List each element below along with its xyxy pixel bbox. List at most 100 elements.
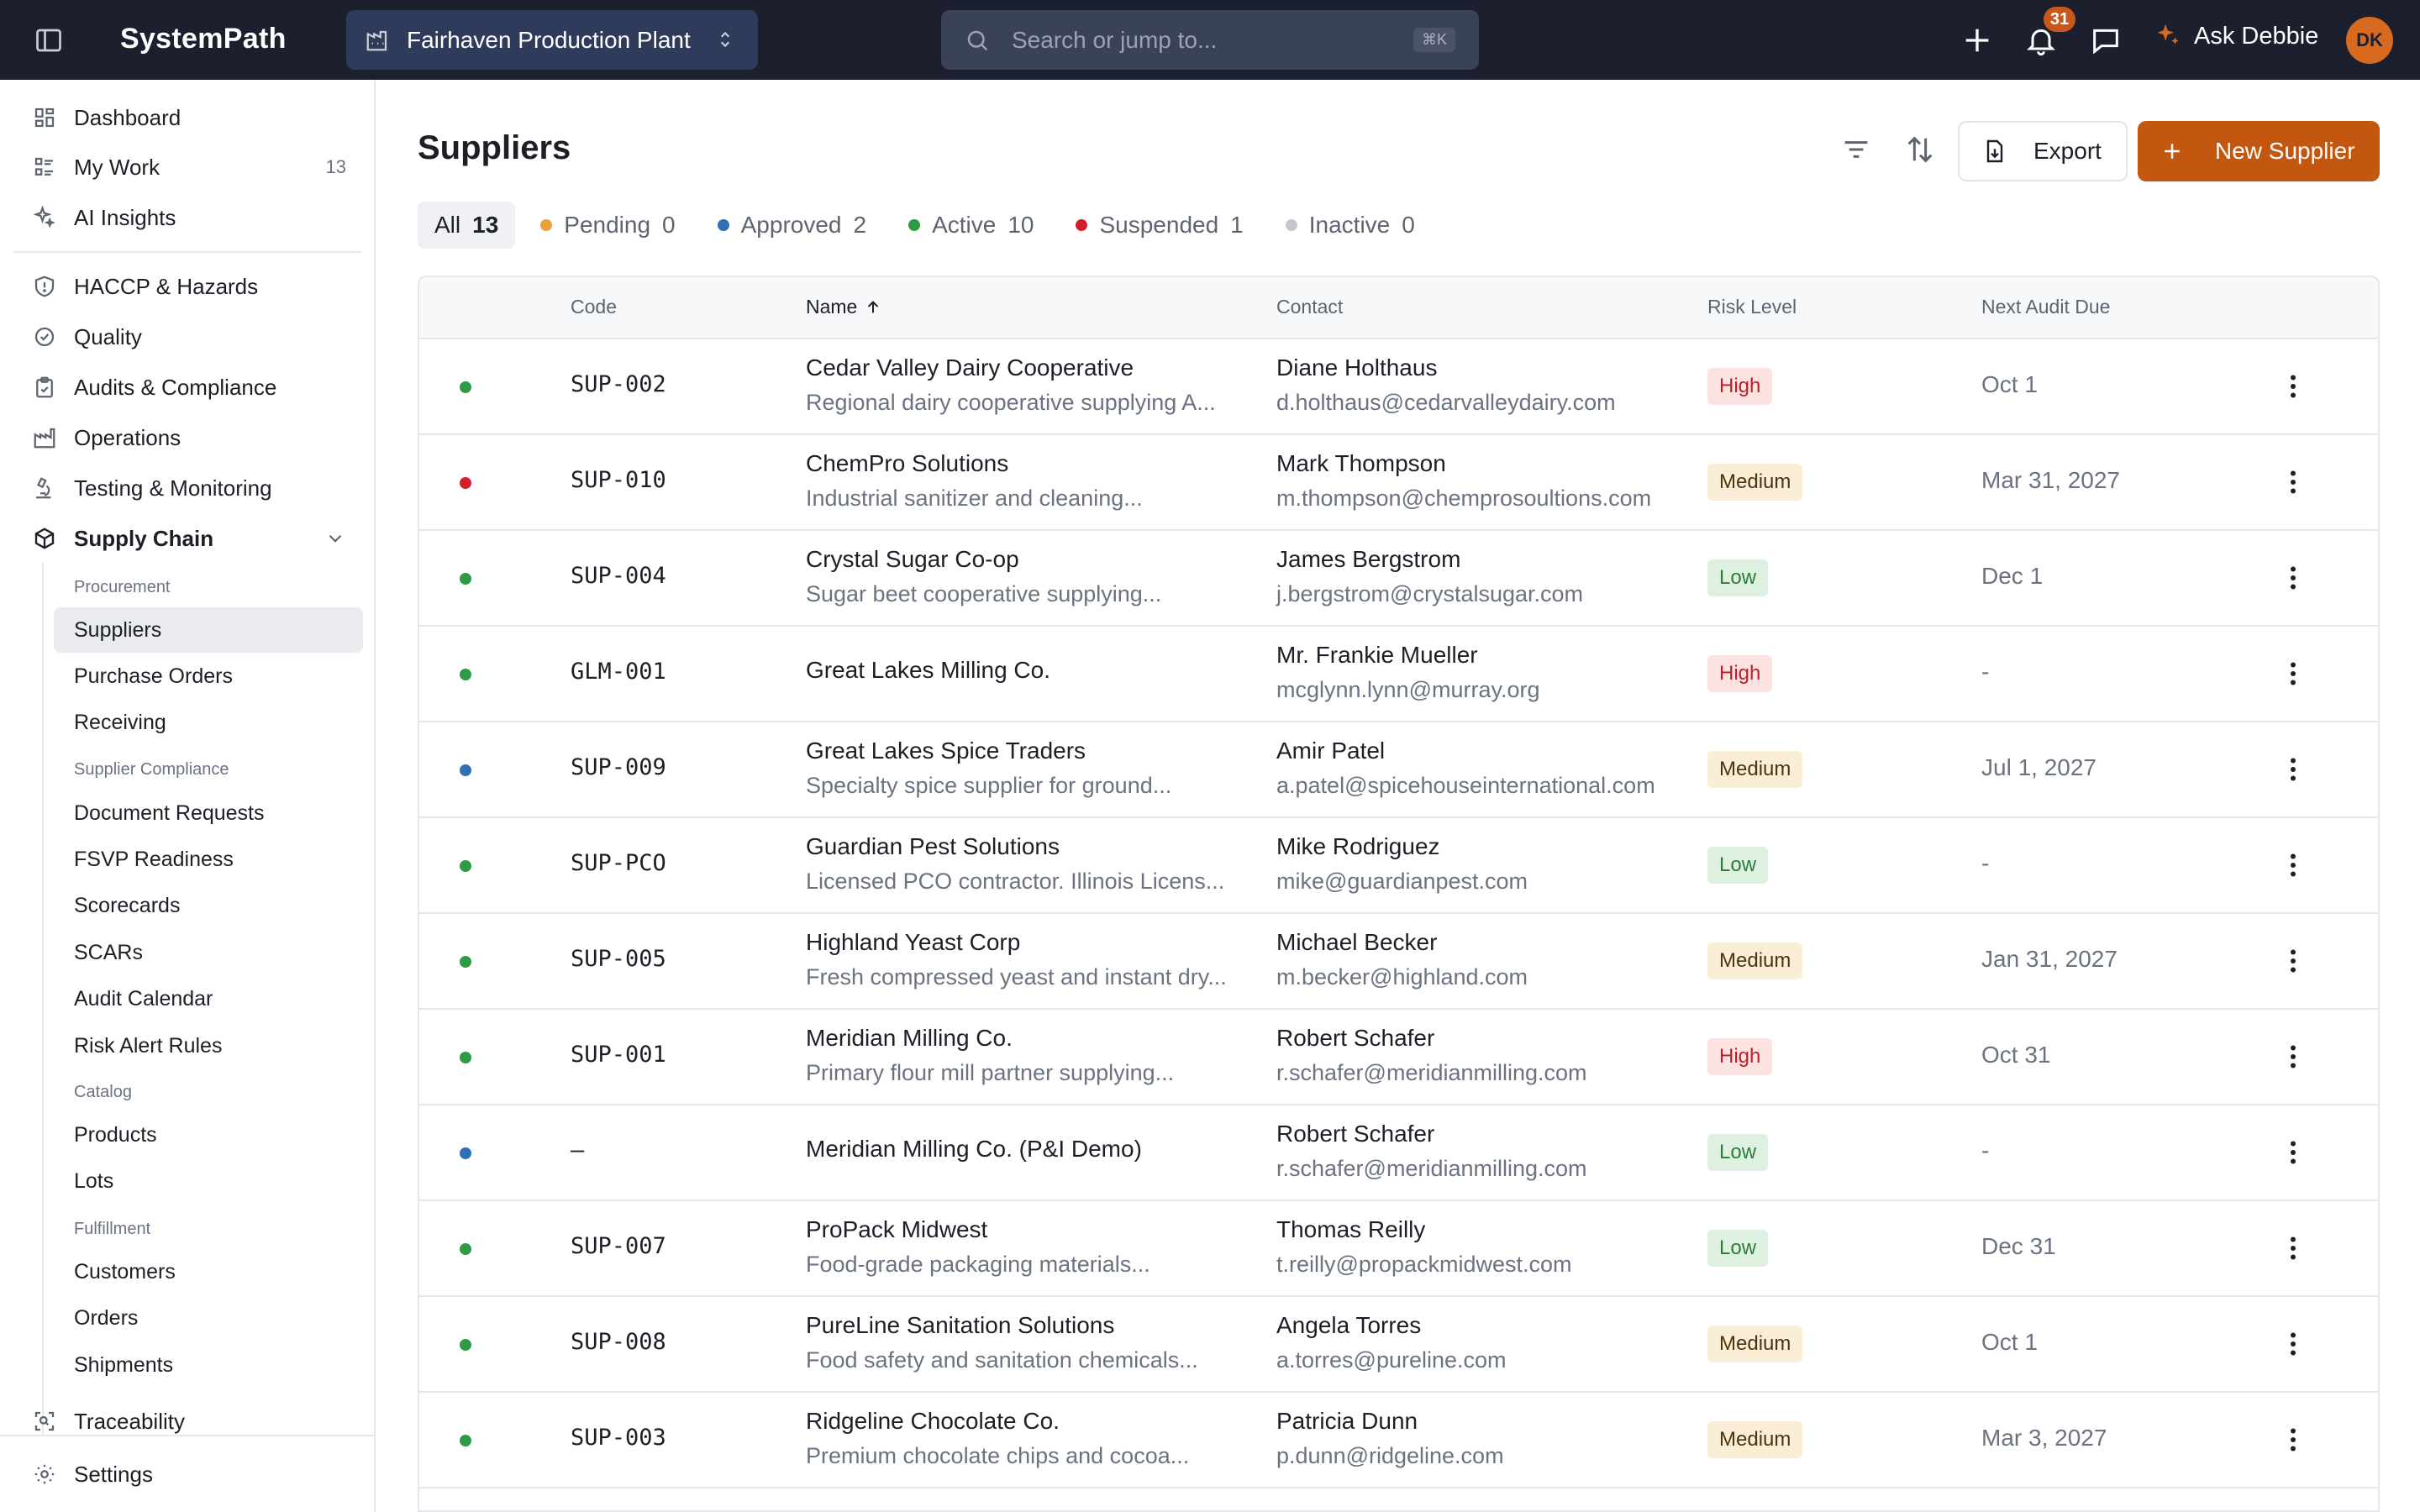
more-vertical-icon[interactable] [2278, 563, 2308, 593]
more-vertical-icon[interactable] [2278, 659, 2308, 689]
table-row[interactable]: SUP-001 Meridian Milling Co. Primary flo… [419, 1010, 2378, 1105]
sidebar-item-settings[interactable]: Settings [30, 1453, 358, 1495]
org-switcher[interactable]: Fairhaven Production Plant [346, 10, 758, 70]
more-vertical-icon[interactable] [2278, 946, 2308, 976]
chat-icon[interactable] [2089, 24, 2123, 57]
contact-email[interactable]: j.bergstrom@crystalsugar.com [1276, 581, 1584, 606]
contact-email[interactable]: mike@guardianpest.com [1276, 869, 1528, 894]
table-row[interactable]: SUP-010 ChemPro Solutions Industrial san… [419, 435, 2378, 531]
sidebar-item-my-work[interactable]: My Work 13 [30, 146, 358, 188]
plus-icon[interactable] [1960, 24, 1994, 57]
contact-name: Michael Becker [1276, 929, 1438, 955]
sidebar-item-testing[interactable]: Testing & Monitoring [30, 467, 358, 509]
supplier-name[interactable]: ChemPro Solutions [806, 450, 1009, 476]
column-header-name[interactable]: Name [806, 296, 882, 318]
table-row[interactable]: GLM-001 Great Lakes Milling Co. Mr. Fran… [419, 627, 2378, 722]
sidebar-item-haccp[interactable]: HACCP & Hazards [30, 265, 358, 307]
more-vertical-icon[interactable] [2278, 1042, 2308, 1072]
contact-email[interactable]: t.reilly@propackmidwest.com [1276, 1252, 1572, 1277]
more-vertical-icon[interactable] [2278, 1137, 2308, 1168]
table-row[interactable]: – Meridian Milling Co. (P&I Demo) Robert… [419, 1105, 2378, 1201]
sidebar-item-orders[interactable]: Orders [54, 1295, 363, 1341]
bell-icon[interactable] [2024, 24, 2058, 57]
more-vertical-icon[interactable] [2278, 754, 2308, 785]
sidebar-toggle-icon[interactable] [34, 25, 64, 55]
contact-email[interactable]: d.holthaus@cedarvalleydairy.com [1276, 390, 1616, 415]
table-row[interactable]: SUP-PCO Guardian Pest Solutions Licensed… [419, 818, 2378, 914]
tab-pending[interactable]: Pending 0 [523, 202, 692, 249]
supplier-description: Premium chocolate chips and cocoa... [806, 1443, 1190, 1468]
supplier-name[interactable]: Ridgeline Chocolate Co. [806, 1408, 1060, 1434]
supplier-name[interactable]: Great Lakes Milling Co. [806, 657, 1051, 683]
sidebar-item-supply-chain[interactable]: Supply Chain [30, 517, 358, 559]
export-button[interactable]: Export [1958, 121, 2128, 181]
sidebar-item-scorecards[interactable]: Scorecards [54, 883, 363, 928]
sidebar-item-lots[interactable]: Lots [54, 1158, 363, 1204]
tab-suspended[interactable]: Suspended 1 [1059, 202, 1260, 249]
more-vertical-icon[interactable] [2278, 371, 2308, 402]
ask-assistant-button[interactable]: Ask Debbie [2154, 22, 2318, 50]
sidebar-item-dashboard[interactable]: Dashboard [30, 97, 358, 139]
contact-email[interactable]: m.becker@highland.com [1276, 964, 1528, 990]
supplier-name[interactable]: Meridian Milling Co. [806, 1025, 1013, 1051]
more-vertical-icon[interactable] [2278, 1233, 2308, 1263]
more-vertical-icon[interactable] [2278, 1425, 2308, 1455]
supplier-name[interactable]: Great Lakes Spice Traders [806, 738, 1086, 764]
more-vertical-icon[interactable] [2278, 1329, 2308, 1359]
supplier-name[interactable]: Cedar Valley Dairy Cooperative [806, 354, 1134, 381]
column-header-contact[interactable]: Contact [1276, 296, 1344, 318]
table-row[interactable]: SUP-008 PureLine Sanitation Solutions Fo… [419, 1297, 2378, 1393]
sidebar-item-suppliers[interactable]: Suppliers [54, 607, 363, 653]
sidebar-item-scars[interactable]: SCARs [54, 930, 363, 975]
table-row[interactable]: SUP-004 Crystal Sugar Co-op Sugar beet c… [419, 531, 2378, 627]
sidebar-item-purchase-orders[interactable]: Purchase Orders [54, 654, 363, 699]
sidebar-item-products[interactable]: Products [54, 1112, 363, 1158]
sidebar-item-receiving[interactable]: Receiving [54, 700, 363, 745]
table-row[interactable]: SUP-005 Highland Yeast Corp Fresh compre… [419, 914, 2378, 1010]
table-row[interactable]: SUP-002 Cedar Valley Dairy Cooperative R… [419, 339, 2378, 435]
sort-icon[interactable] [1903, 133, 1937, 166]
supplier-name[interactable]: Highland Yeast Corp [806, 929, 1021, 955]
contact-email[interactable]: mcglynn.lynn@murray.org [1276, 677, 1540, 702]
sidebar-item-customers[interactable]: Customers [54, 1249, 363, 1294]
contact-email[interactable]: r.schafer@meridianmilling.com [1276, 1060, 1587, 1085]
contact-email[interactable]: m.thompson@chemprosoultions.com [1276, 486, 1652, 511]
table-row[interactable]: SUP-003 Ridgeline Chocolate Co. Premium … [419, 1393, 2378, 1488]
user-avatar[interactable]: DK [2346, 17, 2393, 64]
tab-approved[interactable]: Approved 2 [701, 202, 883, 249]
supplier-name[interactable]: Crystal Sugar Co-op [806, 546, 1019, 572]
chevron-down-icon[interactable] [324, 528, 346, 549]
tab-all[interactable]: All 13 [418, 202, 516, 249]
sidebar-item-quality[interactable]: Quality [30, 316, 358, 358]
table-row[interactable]: SUP-009 Great Lakes Spice Traders Specia… [419, 722, 2378, 818]
sidebar-item-audits[interactable]: Audits & Compliance [30, 366, 358, 408]
more-vertical-icon[interactable] [2278, 850, 2308, 880]
sidebar-item-operations[interactable]: Operations [30, 417, 358, 459]
sidebar-item-traceability[interactable]: Traceability [30, 1400, 358, 1442]
tab-inactive[interactable]: Inactive 0 [1269, 202, 1432, 249]
filter-icon[interactable] [1839, 133, 1873, 166]
sidebar-item-audit-calendar[interactable]: Audit Calendar [54, 976, 363, 1021]
contact-email[interactable]: a.patel@spicehouseinternational.com [1276, 773, 1655, 798]
supplier-name[interactable]: Meridian Milling Co. (P&I Demo) [806, 1136, 1142, 1162]
sidebar-item-shipments[interactable]: Shipments [54, 1342, 363, 1388]
search-input[interactable]: Search or jump to... ⌘K [941, 10, 1479, 70]
new-supplier-button[interactable]: New Supplier [2138, 121, 2380, 181]
column-header-code[interactable]: Code [571, 296, 617, 318]
sidebar-item-fsvp-readiness[interactable]: FSVP Readiness [54, 837, 363, 882]
supplier-name[interactable]: PureLine Sanitation Solutions [806, 1312, 1115, 1338]
contact-email[interactable]: a.torres@pureline.com [1276, 1347, 1507, 1373]
tab-active[interactable]: Active 10 [892, 202, 1050, 249]
column-header-risk[interactable]: Risk Level [1707, 296, 1797, 318]
supplier-name[interactable]: Guardian Pest Solutions [806, 833, 1060, 859]
column-header-next-audit[interactable]: Next Audit Due [1981, 296, 2111, 318]
brand-logo[interactable]: SystemPath [120, 23, 287, 55]
contact-email[interactable]: r.schafer@meridianmilling.com [1276, 1156, 1587, 1181]
sidebar-item-risk-alert-rules[interactable]: Risk Alert Rules [54, 1023, 363, 1068]
sidebar-item-ai-insights[interactable]: AI Insights [30, 197, 358, 239]
contact-email[interactable]: p.dunn@ridgeline.com [1276, 1443, 1504, 1468]
table-row[interactable]: SUP-007 ProPack Midwest Food-grade packa… [419, 1201, 2378, 1297]
more-vertical-icon[interactable] [2278, 467, 2308, 497]
sidebar-item-document-requests[interactable]: Document Requests [54, 790, 363, 836]
supplier-name[interactable]: ProPack Midwest [806, 1216, 988, 1242]
